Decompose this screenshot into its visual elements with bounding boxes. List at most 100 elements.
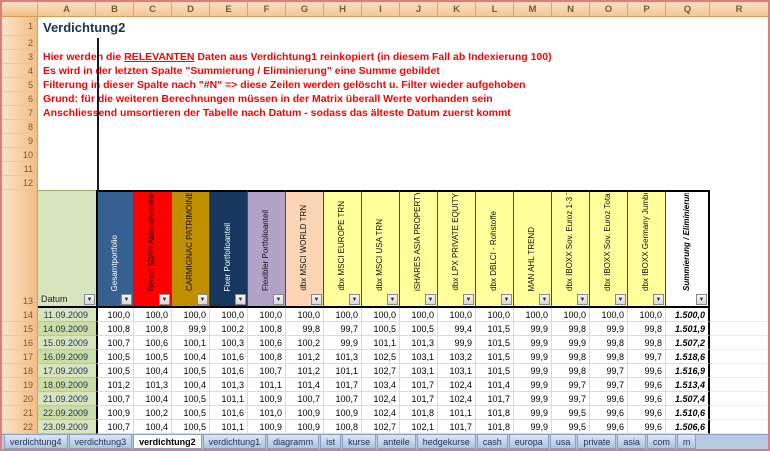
- column-header-flexibler-anteil[interactable]: Flexibler Portfolioanteil ▼: [248, 190, 286, 308]
- sheet-tab-verdichtung1[interactable]: verdichtung1: [202, 435, 267, 449]
- value-cell[interactable]: 100,4: [134, 392, 172, 406]
- row-number[interactable]: 4: [2, 64, 37, 78]
- value-cell[interactable]: 100,0: [438, 308, 476, 322]
- value-cell[interactable]: 100,8: [324, 420, 362, 434]
- date-cell[interactable]: 18.09.2009: [38, 378, 96, 392]
- value-cell[interactable]: 99,7: [552, 378, 590, 392]
- value-cell[interactable]: 100,4: [134, 364, 172, 378]
- filter-dropdown-button[interactable]: ▼: [121, 294, 132, 305]
- row-number[interactable]: 22: [2, 420, 38, 434]
- value-cell[interactable]: 99,7: [628, 350, 666, 364]
- sum-cell[interactable]: 1.507,4: [666, 392, 710, 406]
- column-letter[interactable]: E: [210, 2, 248, 16]
- date-cell[interactable]: 21.09.2009: [38, 392, 96, 406]
- value-cell[interactable]: 99,7: [590, 364, 628, 378]
- column-letter[interactable]: O: [590, 2, 628, 16]
- filter-dropdown-button[interactable]: ▼: [84, 294, 95, 305]
- value-cell[interactable]: 102,7: [362, 364, 400, 378]
- value-cell[interactable]: 101,3: [210, 378, 248, 392]
- value-cell[interactable]: 101,5: [476, 336, 514, 350]
- value-cell[interactable]: 101,7: [400, 378, 438, 392]
- value-cell[interactable]: 99,9: [514, 322, 552, 336]
- value-cell[interactable]: 100,9: [324, 406, 362, 420]
- value-cell[interactable]: 99,8: [628, 336, 666, 350]
- filter-dropdown-button[interactable]: ▼: [653, 294, 664, 305]
- filter-dropdown-button[interactable]: ▼: [501, 294, 512, 305]
- value-cell[interactable]: 101,2: [286, 364, 324, 378]
- row-number[interactable]: 15: [2, 322, 38, 336]
- column-header-gesamtportfolio[interactable]: Gesamtportfolio ▼: [96, 190, 134, 308]
- date-column-header[interactable]: Datum ▼: [38, 190, 96, 308]
- select-all-corner[interactable]: [2, 2, 38, 16]
- sheet-tab-private[interactable]: private: [577, 435, 617, 449]
- sheet-tab-diagramm[interactable]: diagramm: [267, 435, 320, 449]
- sum-cell[interactable]: 1.500,0: [666, 308, 710, 322]
- value-cell[interactable]: 101,1: [248, 378, 286, 392]
- value-cell[interactable]: 101,2: [96, 378, 134, 392]
- row-number[interactable]: 18: [2, 364, 38, 378]
- sum-cell[interactable]: 1.506,6: [666, 420, 710, 434]
- date-cell[interactable]: 23.09.2009: [38, 420, 96, 434]
- row-number[interactable]: 14: [2, 308, 38, 322]
- value-cell[interactable]: 101,7: [476, 392, 514, 406]
- sum-cell[interactable]: 1.510,6: [666, 406, 710, 420]
- value-cell[interactable]: 99,7: [324, 322, 362, 336]
- value-cell[interactable]: 100,7: [286, 392, 324, 406]
- value-cell[interactable]: 99,9: [324, 336, 362, 350]
- column-header-iboxx-euroz-total[interactable]: dbx IBOXX Sov. Euroz Total ▼: [590, 190, 628, 308]
- value-cell[interactable]: 100,5: [172, 406, 210, 420]
- row-number[interactable]: 12: [2, 176, 37, 190]
- value-cell[interactable]: 100,9: [248, 392, 286, 406]
- value-cell[interactable]: 101,4: [286, 378, 324, 392]
- value-cell[interactable]: 101,3: [134, 378, 172, 392]
- value-cell[interactable]: 99,9: [552, 336, 590, 350]
- row-number[interactable]: 10: [2, 148, 37, 162]
- value-cell[interactable]: 100,8: [134, 322, 172, 336]
- filter-dropdown-button[interactable]: ▼: [159, 294, 170, 305]
- value-cell[interactable]: 100,5: [172, 420, 210, 434]
- value-cell[interactable]: 100,7: [96, 420, 134, 434]
- value-cell[interactable]: 100,0: [628, 308, 666, 322]
- row-number[interactable]: 8: [2, 120, 37, 134]
- value-cell[interactable]: 99,9: [514, 420, 552, 434]
- column-letter[interactable]: M: [514, 2, 552, 16]
- row-number[interactable]: 19: [2, 378, 38, 392]
- column-header-summierung[interactable]: Summierung / Eliminierung ▼: [666, 190, 710, 308]
- value-cell[interactable]: 102,7: [362, 420, 400, 434]
- filter-dropdown-button[interactable]: ▼: [387, 294, 398, 305]
- value-cell[interactable]: 100,6: [248, 336, 286, 350]
- column-header-lpx-private-equity[interactable]: dbx LPX PRIVATE EQUITY ▼: [438, 190, 476, 308]
- value-cell[interactable]: 103,2: [438, 350, 476, 364]
- value-cell[interactable]: 99,5: [552, 420, 590, 434]
- value-cell[interactable]: 101,1: [362, 336, 400, 350]
- value-cell[interactable]: 100,7: [96, 392, 134, 406]
- value-cell[interactable]: 99,7: [590, 378, 628, 392]
- column-header-bench[interactable]: Bench 50/50 Aktien/Anleihen ▼: [134, 190, 172, 308]
- value-cell[interactable]: 101,6: [210, 406, 248, 420]
- value-cell[interactable]: 101,5: [476, 322, 514, 336]
- value-cell[interactable]: 99,9: [514, 364, 552, 378]
- value-cell[interactable]: 100,0: [248, 308, 286, 322]
- value-cell[interactable]: 99,8: [286, 322, 324, 336]
- value-cell[interactable]: 100,8: [96, 322, 134, 336]
- value-cell[interactable]: 100,0: [362, 308, 400, 322]
- value-cell[interactable]: 100,9: [248, 420, 286, 434]
- column-letter[interactable]: K: [438, 2, 476, 16]
- value-cell[interactable]: 100,5: [96, 364, 134, 378]
- value-cell[interactable]: 102,1: [400, 420, 438, 434]
- value-cell[interactable]: 100,0: [590, 308, 628, 322]
- column-letter[interactable]: G: [286, 2, 324, 16]
- value-cell[interactable]: 100,5: [400, 322, 438, 336]
- value-cell[interactable]: 99,4: [438, 322, 476, 336]
- value-cell[interactable]: 99,6: [590, 406, 628, 420]
- value-cell[interactable]: 101,0: [248, 406, 286, 420]
- value-cell[interactable]: 102,4: [438, 392, 476, 406]
- value-cell[interactable]: 100,0: [96, 308, 134, 322]
- column-letter[interactable]: L: [476, 2, 514, 16]
- sheet-tab-verdichtung3[interactable]: verdichtung3: [68, 435, 133, 449]
- filter-dropdown-button[interactable]: ▼: [615, 294, 626, 305]
- value-cell[interactable]: 100,0: [552, 308, 590, 322]
- value-cell[interactable]: 99,9: [514, 392, 552, 406]
- row-number[interactable]: 7: [2, 106, 37, 120]
- value-cell[interactable]: 99,7: [552, 392, 590, 406]
